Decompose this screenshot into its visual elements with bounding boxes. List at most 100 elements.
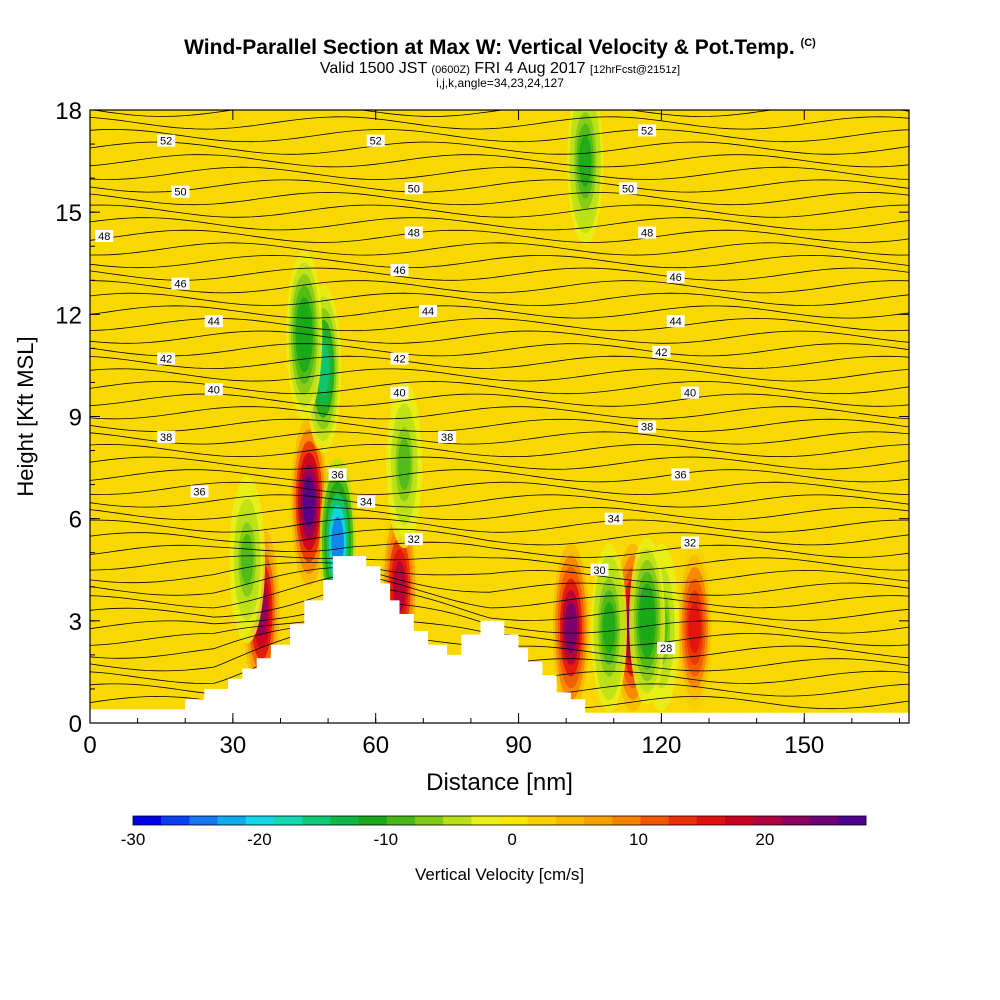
velocity-contour xyxy=(640,595,654,647)
isentrope-line xyxy=(90,204,909,218)
isentrope-label: 36 xyxy=(190,485,209,498)
isentrope-line xyxy=(90,217,909,231)
velocity-contour xyxy=(397,438,411,490)
isentrope-line xyxy=(90,585,909,621)
isentrope-line xyxy=(90,330,909,344)
isentrope-label: 40 xyxy=(204,383,223,396)
colorbar-swatch xyxy=(161,816,190,825)
isentrope-label: 42 xyxy=(390,352,409,366)
x-axis-label: Distance [nm] xyxy=(426,769,573,796)
isentrope-label: 40 xyxy=(680,386,699,400)
isentrope-line xyxy=(90,443,909,458)
colorbar-swatch xyxy=(245,816,275,825)
isentrope-label-bg xyxy=(604,512,623,525)
isentrope-label-text: 36 xyxy=(193,486,205,498)
isentrope-label: 44 xyxy=(204,315,223,328)
isentrope-label-bg xyxy=(390,386,409,399)
velocity-contour xyxy=(331,516,344,569)
velocity-contour xyxy=(602,601,616,654)
velocity-feature xyxy=(629,536,666,705)
y-tick-label: 12 xyxy=(55,302,82,329)
isentrope-label: 34 xyxy=(357,495,376,509)
isentrope-label: 42 xyxy=(652,345,671,359)
colorbar-swatch xyxy=(273,816,303,825)
y-tick-label: 6 xyxy=(69,507,82,534)
isentrope-label-bg xyxy=(157,134,176,147)
colorbar-tick-label: -10 xyxy=(373,830,398,849)
isentrope-label-text: 44 xyxy=(208,316,220,328)
isentrope-label-text: 28 xyxy=(660,643,672,655)
isentrope-label-text: 46 xyxy=(670,272,682,284)
colorbar-swatch xyxy=(696,816,726,825)
isentrope-label-text: 36 xyxy=(674,469,686,481)
isentrope-line xyxy=(90,141,909,155)
colorbar-swatch xyxy=(640,816,670,825)
terrain-mask xyxy=(90,556,909,723)
y-tick-label: 3 xyxy=(69,609,82,636)
isentrope-label-bg xyxy=(366,134,385,147)
isentrope-label: 32 xyxy=(404,533,423,546)
isentrope-label-text: 30 xyxy=(593,565,605,577)
isentrope-label: 50 xyxy=(171,185,190,199)
colorbar-swatch xyxy=(527,816,557,825)
x-tick-label: 30 xyxy=(219,732,246,759)
isentrope-label-bg xyxy=(680,536,699,549)
isentrope-label-text: 38 xyxy=(441,432,453,444)
velocity-feature xyxy=(552,543,589,712)
isentrope-label: 48 xyxy=(95,230,114,243)
isentrope-label-bg xyxy=(404,533,423,546)
isentrope-label-bg xyxy=(438,430,457,443)
colorbar-tick-label: 0 xyxy=(507,830,516,849)
isentrope-label-text: 48 xyxy=(641,228,653,240)
isentrope-label-text: 52 xyxy=(641,125,653,137)
velocity-contour xyxy=(393,561,406,613)
colorbar-swatch xyxy=(414,816,444,825)
colorbar-tick-label: 20 xyxy=(755,830,774,849)
isentrope-line xyxy=(90,562,909,584)
colorbar-swatch xyxy=(781,816,811,825)
isentrope-label-text: 50 xyxy=(174,187,186,199)
isentrope-label: 46 xyxy=(390,264,409,277)
isentrope-label-bg xyxy=(404,182,423,195)
isentrope-label: 38 xyxy=(157,430,176,444)
isentrope-line xyxy=(90,506,909,521)
isentrope-label: 48 xyxy=(404,226,423,240)
isentrope-label-bg xyxy=(671,468,690,481)
colorbar-swatch xyxy=(584,816,613,825)
isentrope-line xyxy=(90,191,909,206)
y-tick-label: 15 xyxy=(55,200,82,227)
isentrope-label-text: 38 xyxy=(641,422,653,434)
isentrope-label-text: 44 xyxy=(422,306,434,318)
colorbar-swatch xyxy=(471,816,500,825)
x-tick-label: 60 xyxy=(362,732,389,759)
isentrope-label-text: 40 xyxy=(208,384,220,396)
isentrope-line xyxy=(90,406,909,420)
y-tick-label: 18 xyxy=(55,98,82,125)
isentrope-label-text: 50 xyxy=(408,183,420,195)
isentrope-line xyxy=(90,456,909,470)
isentrope-line xyxy=(90,517,909,533)
isentrope-label-bg xyxy=(666,315,685,328)
isentrope-label-text: 42 xyxy=(655,347,667,359)
isentrope-label-bg xyxy=(328,468,347,481)
isentrope-line xyxy=(90,541,909,558)
isentrope-line xyxy=(90,528,909,546)
colorbar-swatch xyxy=(499,816,529,825)
isentrope-label-text: 44 xyxy=(670,316,682,328)
colorbar-swatch xyxy=(189,816,218,825)
y-tick-label: 0 xyxy=(69,711,82,738)
colorbar-swatch xyxy=(612,816,641,825)
colorbar-frame xyxy=(132,815,867,826)
isentrope-line xyxy=(90,431,909,445)
isentrope-line xyxy=(90,229,909,243)
isentrope-label-text: 46 xyxy=(174,279,186,291)
isentrope-label-text: 48 xyxy=(408,228,420,240)
isentrope-label: 46 xyxy=(171,277,190,291)
isentrope-label: 44 xyxy=(666,315,685,328)
isentrope-label-bg xyxy=(190,485,209,498)
isentrope-line xyxy=(90,254,909,269)
colorbar-swatch xyxy=(330,816,359,825)
isentrope-label: 36 xyxy=(328,468,347,481)
isentrope-label: 52 xyxy=(157,134,176,148)
isentrope-label: 42 xyxy=(157,352,176,366)
